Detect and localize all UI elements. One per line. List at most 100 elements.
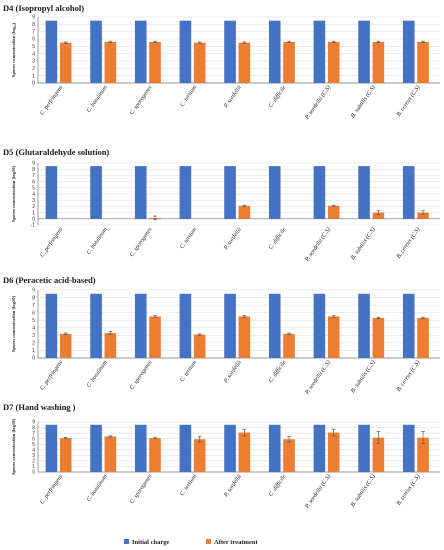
y-tick-label: 2 <box>32 66 35 72</box>
bar-after-treatment <box>238 42 251 83</box>
y-tick-label: 4 <box>32 51 35 57</box>
bar-initial-charge <box>268 424 281 472</box>
bar-initial-charge <box>268 20 281 84</box>
bar-initial-charge <box>402 166 415 219</box>
x-category-label: B. subtilis (C.S) <box>349 226 377 261</box>
x-category-label: C. perfringens <box>39 226 65 259</box>
y-axis-label: Spores concentration (log₁₀) <box>11 22 16 77</box>
x-category-label: C. botulinum <box>86 84 109 114</box>
x-category-label: P. sordellii <box>223 84 243 110</box>
y-axis-label: Spores concentration (log10) <box>11 419 16 476</box>
y-tick-label: 9 <box>32 420 35 426</box>
chart-title: D6 (Peracetic acid-based) <box>3 275 96 285</box>
bar-initial-charge <box>224 293 236 358</box>
y-tick-label: 2 <box>32 341 35 347</box>
bar-initial-charge <box>402 20 415 84</box>
bar-initial-charge <box>179 293 192 358</box>
y-tick-label: 7 <box>32 431 35 437</box>
chart-panel-6: D6 (Peracetic acid-based) Spores concentr… <box>3 275 440 396</box>
bar-initial-charge <box>224 424 236 472</box>
x-category-label: C. tertium <box>179 84 198 108</box>
bar-initial-charge <box>313 20 326 84</box>
x-category-label: C. botulinum <box>86 226 109 256</box>
y-tick-label: 5 <box>32 318 35 324</box>
bar-after-treatment <box>417 317 429 358</box>
y-tick-label: 8 <box>32 167 35 173</box>
bar-initial-charge <box>45 166 58 219</box>
y-tick-label: 0 <box>32 217 35 223</box>
x-category-label: B. cereus (C.S) <box>395 359 421 393</box>
bar-initial-charge <box>90 293 102 358</box>
x-category-label: P. sordellii (C.S) <box>303 226 332 263</box>
x-category-label: C. sporogenes <box>129 473 154 505</box>
bar-after-treatment <box>193 334 206 358</box>
bar-initial-charge <box>268 166 281 219</box>
x-category-label: C. botulinum <box>86 359 109 389</box>
x-category-label: P. sordellii (C.S) <box>303 359 332 396</box>
x-category-label: B. cereus (C.S) <box>395 473 421 507</box>
x-category-label: B. cereus (C.S) <box>395 226 421 260</box>
y-tick-label: 3 <box>32 453 35 459</box>
x-category-label: B. subtilis (C.S) <box>349 359 377 394</box>
bar-after-treatment <box>104 41 117 83</box>
bar-initial-charge <box>134 424 147 472</box>
bar-initial-charge <box>313 424 326 472</box>
bar-initial-charge <box>45 293 58 358</box>
x-category-label: P. sordellii <box>223 359 243 385</box>
y-tick-label: 0 <box>32 356 35 362</box>
y-tick-label: 1 <box>32 73 35 79</box>
bar-initial-charge <box>224 20 236 84</box>
bar-after-treatment <box>149 41 161 83</box>
x-category-label: B. subtilis (C.S) <box>349 84 377 119</box>
bar-initial-charge <box>358 293 370 358</box>
panels: D4 (Isopropyl alcohol) Spores concentrati… <box>3 3 440 510</box>
x-category-label: C. perfringens <box>39 473 65 506</box>
bar-after-treatment <box>59 333 72 358</box>
bar-after-treatment <box>193 439 206 472</box>
bar-initial-charge <box>179 20 192 84</box>
x-category-label: C. tertium <box>179 359 198 383</box>
y-tick-label: 0 <box>32 81 35 87</box>
bar-initial-charge <box>179 166 192 219</box>
bar-after-treatment <box>149 316 161 358</box>
bar-initial-charge <box>358 166 370 219</box>
bar-after-treatment <box>417 437 429 472</box>
x-category-label: C. sporogenes <box>129 226 154 258</box>
bar-initial-charge <box>90 166 102 219</box>
y-tick-label: 4 <box>32 192 35 198</box>
y-tick-label: 0 <box>32 470 35 476</box>
x-category-label: C. sporogenes <box>129 84 154 116</box>
y-tick-label: 2 <box>32 459 35 465</box>
bar-initial-charge <box>224 166 236 219</box>
chart-title: D4 (Isopropyl alcohol) <box>3 3 84 13</box>
bar-initial-charge <box>402 424 415 472</box>
y-axis-label: Spores concentration (log10) <box>11 166 16 223</box>
bar-initial-charge <box>402 293 415 358</box>
x-category-label: P. sordellii (C.S) <box>303 84 332 121</box>
chart-panel-7: D7 (Hand washing ) Spores concentration (… <box>3 402 440 510</box>
x-category-label: P. sordellii <box>223 473 243 499</box>
bar-after-treatment <box>372 212 385 219</box>
x-category-label: B. cereus (C.S) <box>395 84 421 118</box>
bar-after-treatment <box>327 432 340 472</box>
bar-initial-charge <box>358 20 370 84</box>
bar-after-treatment <box>104 436 117 472</box>
x-category-label: C. difficile <box>267 473 287 498</box>
y-tick-label: -1 <box>31 223 36 229</box>
y-tick-label: 7 <box>32 303 35 309</box>
y-tick-label: 9 <box>32 15 35 21</box>
x-category-label: C. difficile <box>267 84 287 109</box>
bar-after-treatment <box>372 437 385 472</box>
bar-initial-charge <box>90 424 102 472</box>
y-tick-label: 4 <box>32 447 35 453</box>
x-category-label: C. perfringens <box>39 359 65 392</box>
y-tick-label: 4 <box>32 325 35 331</box>
bar-after-treatment <box>327 41 340 83</box>
bar-initial-charge <box>268 293 281 358</box>
legend-swatch-initial-charge <box>124 539 129 544</box>
chart-panel-4: D4 (Isopropyl alcohol) Spores concentrati… <box>3 3 440 121</box>
bar-initial-charge <box>134 293 147 358</box>
y-tick-label: 1 <box>32 210 35 216</box>
y-tick-label: 6 <box>32 310 35 316</box>
bar-after-treatment <box>372 41 385 83</box>
